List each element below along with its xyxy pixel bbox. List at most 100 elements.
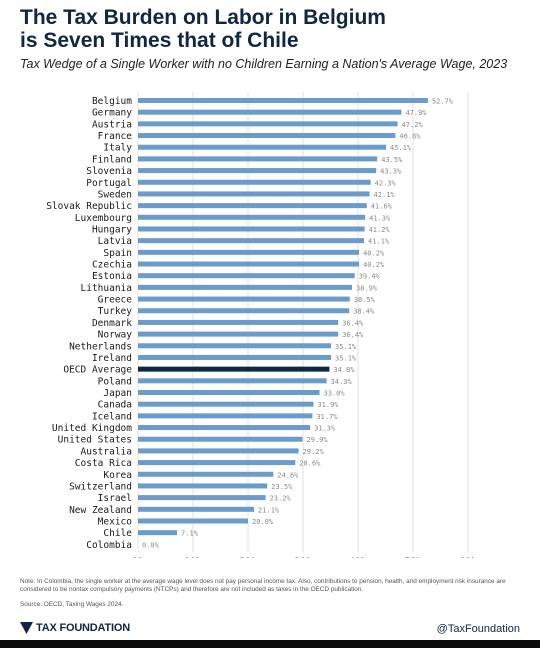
- chart-title: The Tax Burden on Labor in Belgium is Se…: [20, 6, 386, 52]
- data-label: 46.8%: [399, 133, 421, 141]
- category-label: New Zealand: [69, 505, 132, 516]
- category-label: United States: [58, 435, 132, 446]
- data-label: 52.7%: [432, 98, 454, 106]
- category-label: Germany: [92, 108, 132, 119]
- category-label: Estonia: [92, 271, 132, 282]
- data-label: 34.8%: [333, 366, 355, 374]
- bar: [138, 214, 366, 220]
- bar: [138, 530, 178, 536]
- bar: [138, 238, 365, 244]
- category-label: Korea: [103, 470, 132, 481]
- data-label: 28.6%: [299, 460, 321, 468]
- bar: [138, 448, 299, 454]
- bar: [138, 390, 320, 395]
- data-label: 0.0%: [142, 541, 160, 549]
- x-tick-label: 0%: [132, 556, 144, 558]
- data-label: 21.1%: [258, 506, 280, 514]
- data-label: 29.2%: [303, 448, 325, 456]
- bar: [138, 471, 274, 477]
- bar: [138, 460, 296, 466]
- bar: [138, 366, 330, 372]
- bar: [138, 506, 255, 512]
- data-label: 31.9%: [317, 401, 339, 409]
- bar: [138, 378, 327, 384]
- bar: [138, 249, 360, 255]
- bar: [138, 331, 339, 337]
- category-label: Mexico: [98, 516, 133, 527]
- bar: [138, 319, 339, 325]
- data-label: 20.0%: [252, 518, 274, 526]
- bar: [138, 261, 360, 267]
- bottom-strip: [0, 640, 540, 648]
- data-label: 36.4%: [342, 331, 364, 339]
- data-label: 35.1%: [335, 354, 357, 362]
- data-label: 38.4%: [353, 308, 375, 316]
- bar-chart: 0% 10% 20% 30% 40% 50% 60% Belgium 52.7% Germany 4…: [46, 92, 477, 558]
- category-label: Australia: [81, 446, 132, 457]
- brand: TAX FOUNDATION: [20, 622, 130, 634]
- category-label: Czechia: [92, 260, 132, 271]
- bar: [138, 284, 352, 290]
- category-label: OECD Average: [63, 365, 132, 376]
- category-label: Slovenia: [86, 166, 132, 177]
- category-label: France: [98, 131, 133, 142]
- bar: [138, 179, 371, 185]
- category-label: Austria: [92, 119, 132, 130]
- category-label: Sweden: [98, 189, 132, 200]
- category-label: Slovak Republic: [46, 201, 132, 212]
- data-label: 23.2%: [270, 495, 292, 503]
- data-label: 29.9%: [306, 436, 328, 444]
- category-label: Poland: [98, 376, 132, 387]
- bar: [138, 436, 303, 442]
- data-label: 42.1%: [374, 191, 396, 199]
- category-label: Greece: [98, 295, 133, 306]
- data-label: 47.9%: [405, 109, 427, 117]
- category-label: Norway: [98, 330, 133, 341]
- bar: [138, 226, 365, 232]
- category-label: Netherlands: [69, 341, 132, 352]
- category-label: Italy: [103, 143, 132, 154]
- data-label: 41.3%: [369, 214, 391, 222]
- data-label: 40.2%: [363, 261, 385, 269]
- bar: [138, 425, 311, 431]
- category-label: Denmark: [92, 318, 132, 329]
- social-handle[interactable]: @TaxFoundation: [436, 623, 520, 635]
- bar: [138, 401, 314, 407]
- category-label: Chile: [103, 528, 132, 539]
- bar: [138, 133, 396, 139]
- chart-subtitle: Tax Wedge of a Single Worker with no Chi…: [20, 57, 508, 71]
- data-label: 31.7%: [316, 413, 338, 421]
- category-label: Turkey: [98, 306, 133, 317]
- bar: [138, 273, 355, 279]
- category-label: Switzerland: [69, 481, 132, 492]
- category-label: Hungary: [92, 224, 132, 235]
- data-label: 34.3%: [331, 378, 353, 386]
- data-label: 41.2%: [369, 226, 391, 234]
- data-label: 33.0%: [324, 390, 346, 398]
- category-label: Ireland: [92, 353, 132, 364]
- bar: [138, 109, 402, 115]
- data-label: 24.6%: [277, 471, 299, 479]
- bar: [138, 121, 398, 127]
- data-label: 35.1%: [335, 343, 357, 351]
- data-label: 41.1%: [368, 238, 390, 246]
- source-note: Source: OECD, Taxing Wages 2024.: [20, 601, 124, 608]
- category-label: Iceland: [92, 411, 132, 422]
- brand-name: TAX FOUNDATION: [36, 622, 130, 634]
- x-tick-label: 40%: [349, 556, 366, 558]
- data-label: 41.6%: [371, 203, 393, 211]
- data-label: 7.1%: [181, 530, 199, 538]
- data-label: 42.3%: [375, 179, 397, 187]
- data-label: 31.3%: [314, 425, 336, 433]
- category-label: Portugal: [86, 178, 132, 189]
- bar: [138, 343, 332, 349]
- bar: [138, 203, 367, 209]
- bar: [138, 156, 378, 162]
- data-label: 23.5%: [271, 483, 293, 491]
- category-label: Belgium: [92, 96, 132, 107]
- data-label: 47.2%: [402, 121, 424, 129]
- bar: [138, 98, 428, 103]
- category-label: Israel: [98, 493, 132, 504]
- tax-foundation-logo-icon: [20, 622, 33, 634]
- data-label: 38.9%: [356, 284, 378, 292]
